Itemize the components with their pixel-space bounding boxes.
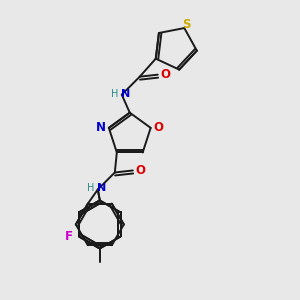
Text: O: O	[154, 122, 164, 134]
Text: H: H	[111, 89, 118, 99]
Text: N: N	[96, 122, 106, 134]
Text: O: O	[136, 164, 146, 177]
Text: N: N	[97, 184, 106, 194]
Text: N: N	[121, 89, 130, 99]
Text: F: F	[65, 230, 73, 243]
Text: H: H	[87, 184, 94, 194]
Text: O: O	[161, 68, 171, 81]
Text: S: S	[182, 18, 190, 31]
